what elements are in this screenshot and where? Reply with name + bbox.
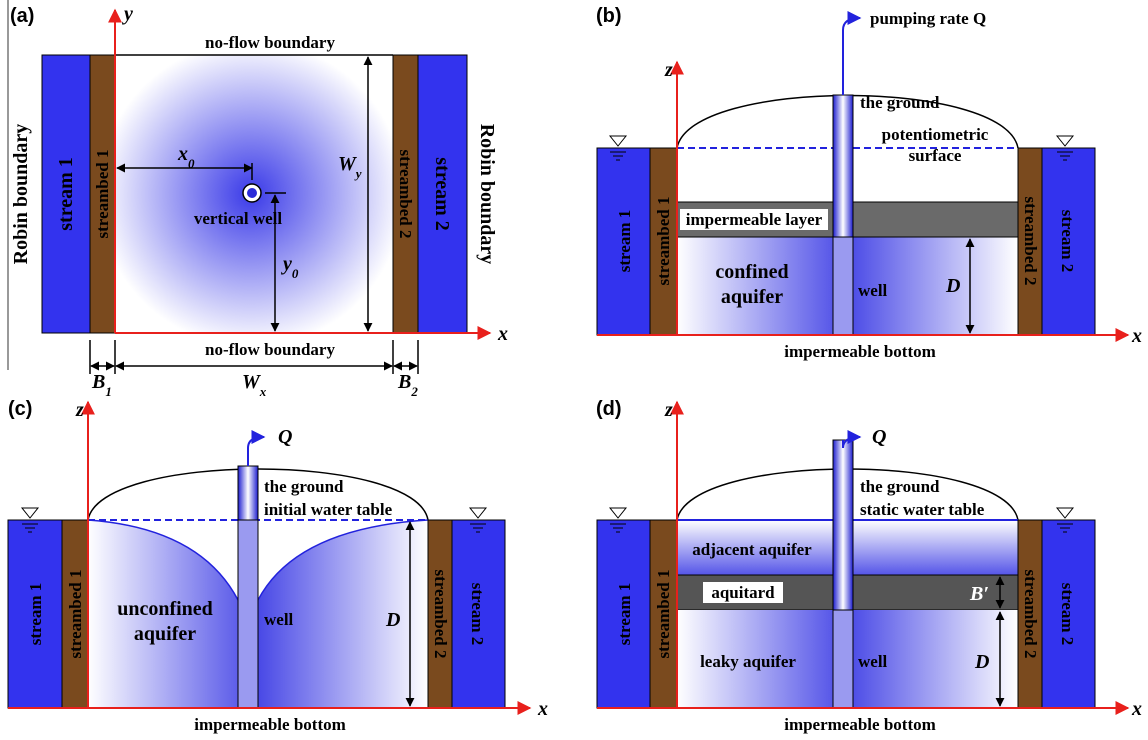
aquifer-label: aquifer: [721, 286, 783, 308]
well-screen: [238, 520, 258, 708]
streambed-label: streambed 2: [431, 570, 450, 659]
aquifer-label: aquifer: [134, 623, 196, 645]
dimension-label: B2: [397, 371, 418, 399]
axis-label: x: [537, 698, 548, 720]
surface-label: surface: [909, 146, 962, 165]
well-label: well: [264, 610, 294, 629]
stream-label: stream 1: [615, 583, 634, 645]
aquifer-label: confined: [715, 261, 788, 283]
upper-aquifer-label: adjacent aquifer: [692, 540, 812, 559]
pumping-label: Q: [278, 426, 292, 448]
pumping-arrow: [248, 437, 264, 466]
surface-label: static water table: [860, 500, 985, 519]
panel-label: (d): [596, 398, 622, 420]
axis-label: x: [1131, 325, 1142, 347]
subscript: 2: [410, 384, 418, 399]
boundary-label: Robin boundary: [476, 124, 498, 265]
streambed-label: streambed 2: [1021, 570, 1040, 659]
layer-label: impermeable layer: [686, 210, 823, 229]
well-label: well: [858, 652, 888, 671]
well-casing: [833, 440, 853, 610]
stream-label: stream 2: [1058, 583, 1077, 645]
dimension-label: D: [974, 651, 989, 673]
stream-label: stream 2: [431, 157, 453, 231]
well-label: well: [858, 281, 888, 300]
boundary-label: no-flow boundary: [205, 340, 335, 359]
streambed-label: streambed 1: [93, 150, 112, 239]
subscript: 1: [105, 384, 112, 399]
dimension-label: B′: [969, 583, 989, 605]
symbol: x: [177, 143, 188, 165]
symbol: y: [281, 253, 292, 275]
symbol: B: [91, 371, 105, 393]
panel-label: (a): [10, 5, 34, 27]
bottom-label: impermeable bottom: [194, 715, 346, 734]
ground-label: the ground: [860, 93, 940, 112]
axis-label: y: [122, 3, 133, 25]
subscript: x: [259, 384, 267, 399]
dimension-label: D: [385, 609, 400, 631]
stream-label: stream 1: [55, 157, 77, 231]
streambed-label: streambed 1: [654, 570, 673, 659]
well-screen: [833, 237, 853, 335]
dimension-label: B1: [91, 371, 112, 399]
streambed-label: streambed 1: [66, 570, 85, 659]
stream-label: stream 1: [615, 210, 634, 272]
dimension-label: Wx: [242, 371, 267, 399]
axis-label: z: [664, 59, 673, 81]
streambed-label: streambed 2: [396, 150, 415, 239]
surface-label: potentiometric: [882, 125, 989, 144]
aquifer-label: unconfined: [117, 598, 213, 620]
figure: (a) y x no-flow boundary no-flow boundar…: [0, 0, 1148, 740]
surface-label: initial water table: [264, 500, 393, 519]
subscript: 0: [188, 156, 195, 171]
well-label: vertical well: [194, 209, 283, 228]
bottom-label: impermeable bottom: [784, 715, 936, 734]
axis-label: x: [497, 323, 508, 345]
pumping-label: pumping rate Q: [870, 9, 986, 28]
symbol: B: [397, 371, 411, 393]
stream-label: stream 1: [26, 583, 45, 645]
subscript: y: [354, 166, 362, 181]
well-casing: [833, 95, 853, 237]
streambed-label: streambed 2: [1021, 197, 1040, 286]
subscript: 0: [292, 266, 299, 281]
symbol: W: [242, 371, 261, 393]
panel-a: (a) y x no-flow boundary no-flow boundar…: [8, 0, 508, 399]
well-casing: [238, 466, 258, 520]
well-screen: [833, 610, 853, 708]
well-core: [247, 188, 257, 198]
dimension-label: D: [945, 275, 960, 297]
aquitard-label: aquitard: [711, 583, 775, 602]
symbol: W: [338, 153, 357, 175]
bottom-label: impermeable bottom: [784, 342, 936, 361]
boundary-label: Robin boundary: [10, 124, 32, 265]
ground-label: the ground: [264, 477, 344, 496]
streambed-label: streambed 1: [654, 197, 673, 286]
stream-label: stream 2: [1058, 210, 1077, 272]
panel-label: (c): [8, 398, 32, 420]
panel-b: (b) z x pumping rate Q the ground potent…: [596, 5, 1142, 361]
axis-label: x: [1131, 698, 1142, 720]
ground-label: the ground: [860, 477, 940, 496]
stream-label: stream 2: [468, 583, 487, 645]
pumping-label: Q: [872, 426, 886, 448]
panel-label: (b): [596, 5, 622, 27]
panel-c: (c) z x Q the ground initial water table…: [8, 398, 548, 734]
axis-label: z: [75, 399, 84, 421]
axis-label: z: [664, 399, 673, 421]
boundary-label: no-flow boundary: [205, 33, 335, 52]
aquifer-label: leaky aquifer: [700, 652, 796, 671]
panel-d: (d) z x Q the ground static water table …: [596, 398, 1142, 734]
pumping-arrow: [843, 18, 860, 95]
